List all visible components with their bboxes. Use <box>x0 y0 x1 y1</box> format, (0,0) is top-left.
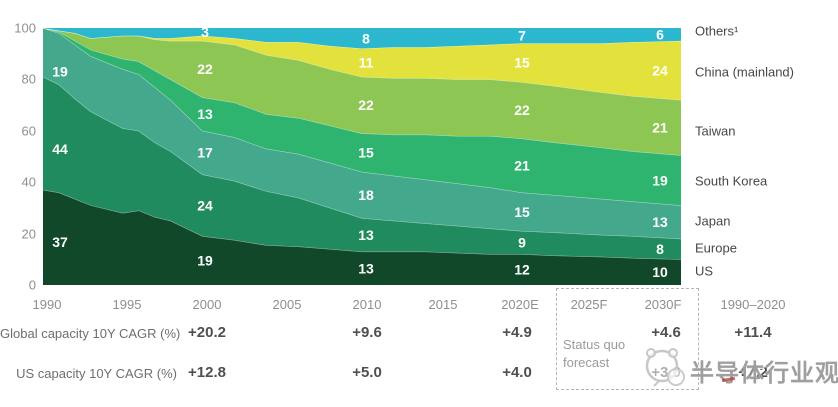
band-label: 13 <box>197 106 213 122</box>
x-axis-tick: 2020E <box>501 297 539 312</box>
watermark-logo-icon <box>645 348 685 387</box>
y-axis-tick: 60 <box>21 123 36 139</box>
legend-label-china--mainland-: China (mainland) <box>695 64 794 80</box>
x-axis-tick: 1990 <box>32 297 62 312</box>
cagr-value: +12.8 <box>188 364 226 381</box>
band-label: 22 <box>358 97 374 113</box>
legend-label-japan: Japan <box>695 213 731 229</box>
legend-label-south-korea: South Korea <box>695 173 768 189</box>
area-band-others- <box>43 28 681 49</box>
x-axis-tick: 2025F <box>570 297 608 312</box>
band-label: 24 <box>197 197 213 213</box>
y-axis-tick: 80 <box>21 71 36 87</box>
watermark-text: 半导体行业观察 <box>690 360 838 387</box>
area-band-china--mainland- <box>43 28 681 100</box>
band-label: 6 <box>656 28 664 42</box>
area-band-south-korea <box>43 28 681 206</box>
cagr-value: +4.0 <box>502 364 532 381</box>
band-label: 8 <box>362 30 370 46</box>
cagr-value: +4.6 <box>651 324 681 341</box>
cagr-value: +7.2 <box>738 364 768 381</box>
x-axis-tick: 2015 <box>428 297 458 312</box>
legend-label-others-: Others¹ <box>695 23 739 39</box>
band-label: 3 <box>201 28 209 40</box>
band-label: 12 <box>514 262 530 278</box>
period-column-header: 1990–2020 <box>720 297 786 312</box>
band-label: 37 <box>52 234 68 250</box>
y-axis-tick: 40 <box>21 174 36 190</box>
band-label: 19 <box>52 64 68 80</box>
band-label: 24 <box>652 62 668 78</box>
band-label: 7 <box>518 28 526 44</box>
band-label: 13 <box>358 227 374 243</box>
band-label: 21 <box>514 157 530 173</box>
area-band-europe <box>43 76 681 260</box>
band-label: 44 <box>52 141 68 157</box>
cagr-row-label: US capacity 10Y CAGR (%) <box>16 366 177 381</box>
area-band-taiwan <box>43 28 681 156</box>
cagr-value: +9.6 <box>352 324 382 341</box>
band-label: 15 <box>358 145 374 161</box>
cagr-value: +20.2 <box>188 324 226 341</box>
band-label: 13 <box>358 260 374 276</box>
cagr-value: +4.9 <box>502 324 532 341</box>
band-label: 18 <box>358 187 374 203</box>
band-label: 10 <box>652 264 668 280</box>
band-label: 22 <box>197 61 213 77</box>
area-band-us <box>43 189 681 285</box>
band-label: 13 <box>652 214 668 230</box>
band-label: 9 <box>518 235 526 251</box>
forecast-box <box>556 288 699 390</box>
y-axis-tick: 20 <box>21 226 36 242</box>
cagr-value: +5.0 <box>352 364 382 381</box>
band-label: 21 <box>652 120 668 136</box>
area-band-japan <box>43 28 681 239</box>
forecast-box-label: Status quo forecast <box>563 337 626 370</box>
x-axis-tick: 1995 <box>112 297 142 312</box>
band-label: 19 <box>652 172 668 188</box>
stacked-area-chart: 37 44 19 19 24 17 13 22 3 13 13 18 15 22 11 8 12 9 15 21 22 1… <box>42 24 682 290</box>
x-axis-tick: 2005 <box>272 297 302 312</box>
x-axis-tick: 2030F <box>644 297 682 312</box>
cagr-value: +11.4 <box>734 324 772 341</box>
band-label: 15 <box>514 204 530 220</box>
band-label: 11 <box>359 55 374 71</box>
band-label: 8 <box>656 241 664 257</box>
band-label: 17 <box>197 145 213 161</box>
y-axis-tick: 0 <box>28 277 36 293</box>
x-axis-tick: 2000 <box>192 297 222 312</box>
band-label: 15 <box>514 55 530 71</box>
legend-label-taiwan: Taiwan <box>695 123 736 139</box>
cagr-row-label: Global capacity 10Y CAGR (%) <box>0 326 181 341</box>
legend-label-europe: Europe <box>695 240 737 256</box>
band-label: 19 <box>197 253 213 269</box>
band-label: 22 <box>514 102 530 118</box>
y-axis-tick: 100 <box>14 20 36 36</box>
legend-label-us: US <box>695 263 714 279</box>
x-axis-tick: 2010 <box>352 297 382 312</box>
